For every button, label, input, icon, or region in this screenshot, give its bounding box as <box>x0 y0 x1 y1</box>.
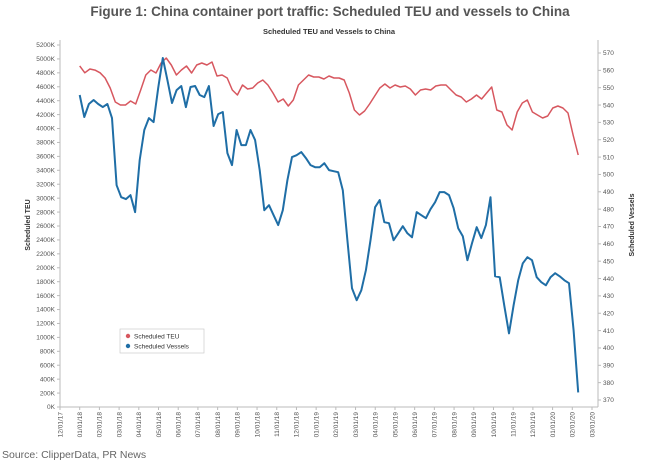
right-tick-label: 480 <box>603 206 614 213</box>
left-tick-label: 2200K <box>36 251 55 258</box>
x-axis-ticks: 12/01/17 01/01/18 02/01/18 03/01/18 04/01/18… <box>57 407 596 437</box>
x-tick-label: 04/01/18 <box>136 412 143 438</box>
x-tick-label: 10/01/19 <box>491 412 498 438</box>
right-tick-label: 550 <box>603 85 614 92</box>
legend-box <box>119 328 205 354</box>
x-tick-label: 08/01/19 <box>451 412 458 438</box>
right-tick-label: 570 <box>603 50 614 57</box>
x-tick-label: 02/01/19 <box>333 412 340 438</box>
right-tick-label: 410 <box>603 328 614 335</box>
right-tick-label: 440 <box>603 276 614 283</box>
left-tick-label: 4000K <box>36 126 55 133</box>
legend-label-teu: Scheduled TEU <box>134 334 180 341</box>
right-tick-label: 470 <box>603 224 614 231</box>
figure-title: Figure 1: China container port traffic: … <box>90 4 570 19</box>
x-tick-label: 01/01/18 <box>77 412 84 438</box>
series-line-scheduled-vessels <box>78 57 580 393</box>
left-tick-label: 2800K <box>36 209 55 216</box>
x-tick-label: 01/01/19 <box>313 412 320 438</box>
right-tick-label: 560 <box>603 68 614 75</box>
left-tick-label: 1400K <box>36 307 55 314</box>
x-tick-label: 03/01/19 <box>353 412 360 438</box>
legend-label-vessels: Scheduled Vessels <box>134 344 190 351</box>
x-tick-label: 06/01/19 <box>412 412 419 438</box>
left-tick-label: 4600K <box>36 84 55 91</box>
x-tick-label: 10/01/18 <box>254 412 261 438</box>
right-axis-title: Scheduled Vessels <box>629 193 636 256</box>
x-tick-label: 04/01/19 <box>373 412 380 438</box>
x-tick-label: 05/01/18 <box>156 412 163 438</box>
right-tick-label: 420 <box>603 310 614 317</box>
left-tick-label: 3600K <box>36 154 55 161</box>
right-tick-label: 380 <box>603 380 614 387</box>
left-axis-title: Scheduled TEU <box>25 199 32 250</box>
x-tick-label: 12/01/17 <box>57 412 64 438</box>
left-axis-ticks: 0K 200K 400K 600K 800K 1000K 1200K 1400K 1600K 18… <box>36 42 60 411</box>
left-tick-label: 1000K <box>36 335 55 342</box>
left-tick-label: 5200K <box>36 42 55 49</box>
right-tick-label: 530 <box>603 120 614 127</box>
left-tick-label: 2400K <box>36 237 55 244</box>
left-tick-label: 1200K <box>36 321 55 328</box>
x-tick-label: 09/01/19 <box>471 412 478 438</box>
right-tick-label: 390 <box>603 363 614 370</box>
series-line-scheduled-teu <box>79 57 579 156</box>
x-tick-label: 01/01/20 <box>550 412 557 438</box>
x-tick-label: 12/01/18 <box>294 412 301 438</box>
x-tick-label: 11/01/18 <box>274 412 281 437</box>
left-tick-label: 2000K <box>36 265 55 272</box>
x-tick-label: 06/01/18 <box>176 412 183 438</box>
right-tick-label: 450 <box>603 258 614 265</box>
x-tick-label: 02/01/20 <box>570 412 577 438</box>
left-tick-label: 3800K <box>36 140 55 147</box>
series-lines <box>78 57 580 393</box>
right-tick-label: 430 <box>603 293 614 300</box>
right-tick-label: 370 <box>603 397 614 404</box>
left-tick-label: 800K <box>40 349 56 356</box>
x-tick-label: 02/01/18 <box>97 412 104 438</box>
x-tick-label: 05/01/19 <box>392 412 399 438</box>
right-tick-label: 510 <box>603 154 614 161</box>
right-axis-ticks: 370 380 390 400 410 420 430 440 450 460 470 480 490 5… <box>598 50 614 404</box>
left-tick-label: 0K <box>47 404 56 411</box>
right-tick-label: 460 <box>603 241 614 248</box>
left-tick-label: 400K <box>40 376 56 383</box>
legend: Scheduled TEU Scheduled Vessels <box>119 328 205 354</box>
x-tick-label: 03/01/20 <box>589 412 596 438</box>
legend-marker-vessels <box>125 343 131 349</box>
left-tick-label: 200K <box>40 390 56 397</box>
source-note: Source: ClipperData, PR News <box>2 449 146 461</box>
x-tick-label: 07/01/19 <box>432 412 439 438</box>
x-tick-label: 08/01/18 <box>215 412 222 438</box>
x-tick-label: 12/01/19 <box>530 412 537 438</box>
left-tick-label: 5000K <box>36 56 55 63</box>
right-tick-label: 540 <box>603 102 614 109</box>
x-tick-label: 09/01/18 <box>235 412 242 438</box>
left-tick-label: 4400K <box>36 98 55 105</box>
x-tick-label: 03/01/18 <box>116 412 123 438</box>
left-tick-label: 600K <box>40 362 56 369</box>
chart-title: Scheduled TEU and Vessels to China <box>263 27 396 36</box>
left-tick-label: 3200K <box>36 181 55 188</box>
x-tick-label: 11/01/19 <box>510 412 517 437</box>
right-tick-label: 400 <box>603 345 614 352</box>
left-tick-label: 4200K <box>36 112 55 119</box>
left-tick-label: 2600K <box>36 223 55 230</box>
left-tick-label: 1600K <box>36 293 55 300</box>
left-tick-label: 4800K <box>36 70 55 77</box>
right-tick-label: 500 <box>603 172 614 179</box>
right-tick-label: 490 <box>603 189 614 196</box>
legend-marker-teu <box>125 333 131 339</box>
left-tick-label: 3400K <box>36 168 55 175</box>
x-tick-label: 07/01/18 <box>195 412 202 438</box>
right-tick-label: 520 <box>603 137 614 144</box>
left-tick-label: 3000K <box>36 195 55 202</box>
left-tick-label: 1800K <box>36 279 55 286</box>
